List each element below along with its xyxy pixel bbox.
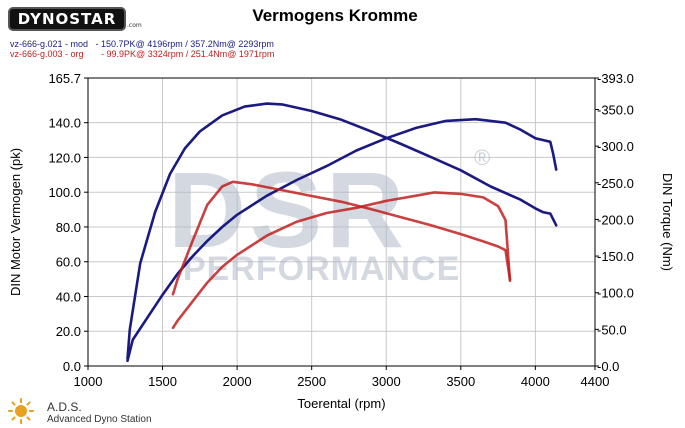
series-org-torque <box>171 180 512 296</box>
axes: 1000 1500 2000 2500 3000 3500 4000 4400 0.0 20.0 4… <box>48 71 633 389</box>
y-axis-label-left: DIN Motor Vermogen (pk) <box>8 148 23 296</box>
logo-domain: .com <box>127 22 142 29</box>
x-tick-label: 3000 <box>372 374 401 389</box>
watermark: DSR ® PERFORMANCE <box>168 145 490 288</box>
y-tick-label-left: 40.0 <box>56 289 81 304</box>
logo-text: DYNOSTAR <box>17 10 117 28</box>
ads-title: A.D.S. <box>47 400 82 414</box>
y-tick-label-right: -350.0 <box>597 103 634 118</box>
y-tick-label-right: -300.0 <box>597 139 634 154</box>
y-tick-label-left: 60.0 <box>56 255 81 270</box>
series-org-power <box>171 191 512 330</box>
series-mod-torque <box>126 102 558 361</box>
watermark-sub: PERFORMANCE <box>183 250 460 288</box>
chart-title: Vermogens Kromme <box>252 6 418 25</box>
dynostar-logo: DYNOSTAR <box>8 7 126 31</box>
watermark-main: DSR <box>168 149 408 270</box>
plot-border <box>87 77 596 367</box>
x-tick-label: 3500 <box>446 374 475 389</box>
y-tick-label-right: -200.0 <box>597 212 634 227</box>
x-tick-label: 2500 <box>297 374 326 389</box>
y-tick-label-left: 0.0 <box>63 359 81 374</box>
series-mod-power <box>126 117 558 363</box>
y-tick-label-right: -393.0 <box>597 71 634 86</box>
y-tick-label-left: 140.0 <box>48 116 81 131</box>
y-axis-label-right: DIN Torque (Nm) <box>660 173 675 271</box>
legend-entry-org: vz-666-g.003 - org - 99.9PK@ 3324rpm / 2… <box>10 49 275 59</box>
y-tick-label-left: 120.0 <box>48 150 81 165</box>
watermark-reg: ® <box>474 145 490 170</box>
y-tick-label-left: 80.0 <box>56 220 81 235</box>
y-tick-label-left: 100.0 <box>48 185 81 200</box>
x-tick-label: 1500 <box>148 374 177 389</box>
y-tick-label-right: -50.0 <box>597 322 627 337</box>
legend-entry-mod: vz-666-g.021 - mod - 150.7PK@ 4196rpm / … <box>10 39 274 49</box>
y-tick-label-left: 20.0 <box>56 324 81 339</box>
x-tick-label: 2000 <box>223 374 252 389</box>
y-tick-label-right: -250.0 <box>597 176 634 191</box>
ads-subtitle: Advanced Dyno Station <box>47 414 152 425</box>
y-tick-label-right: -100.0 <box>597 286 634 301</box>
series-layer <box>126 102 558 363</box>
ads-sun-icon <box>8 398 34 424</box>
y-tick-label-right: -0.0 <box>597 359 619 374</box>
x-axis-label: Toerental (rpm) <box>297 396 385 411</box>
x-tick-label: 1000 <box>74 374 103 389</box>
grid <box>88 78 595 366</box>
x-tick-label: 4400 <box>581 374 610 389</box>
y-tick-label-left: 165.7 <box>48 71 81 86</box>
x-tick-label: 4000 <box>521 374 550 389</box>
y-tick-label-right: -150.0 <box>597 249 634 264</box>
